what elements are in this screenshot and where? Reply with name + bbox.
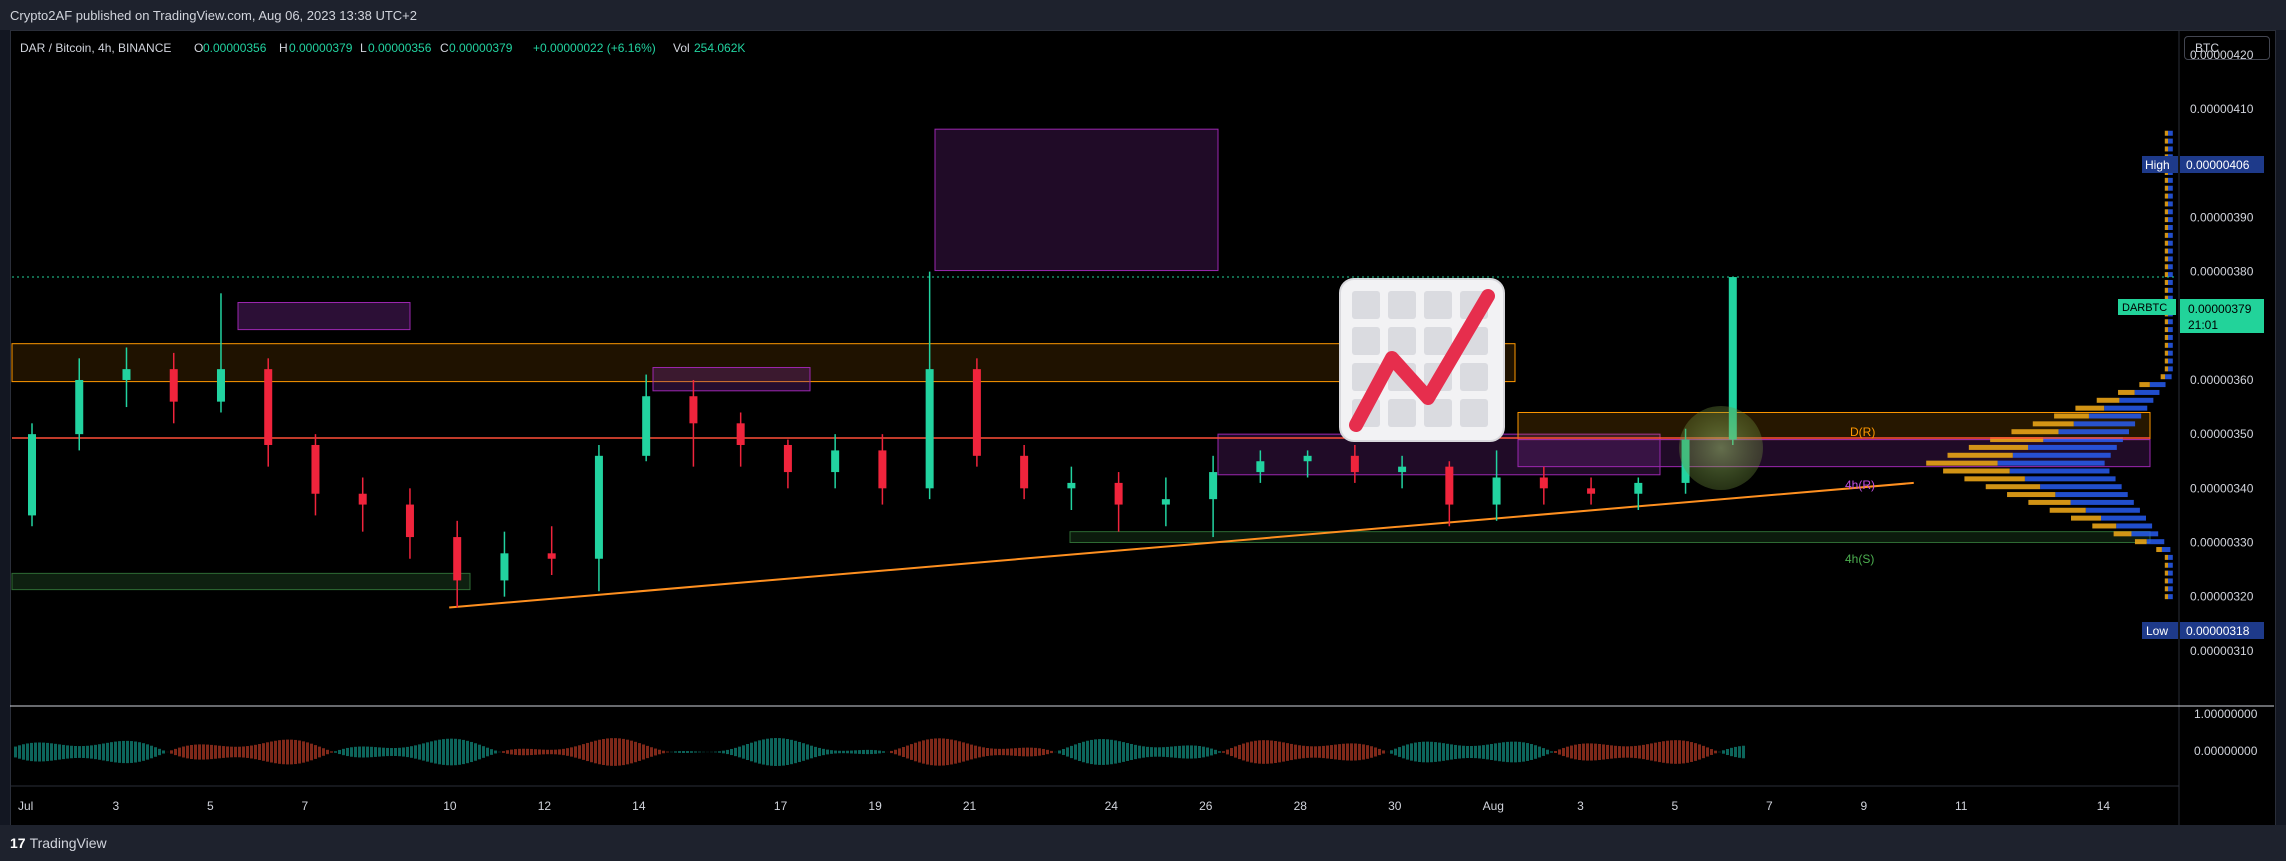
tradingview-logo-icon: 17 <box>10 835 26 851</box>
currency-button[interactable]: BTC <box>2184 36 2270 60</box>
tradingview-logo[interactable]: 17 TradingView <box>10 835 107 851</box>
footer-bar: 17 TradingView <box>0 825 2286 861</box>
chart-frame[interactable] <box>10 30 2276 827</box>
publisher-text: Crypto2AF published on TradingView.com, … <box>10 8 417 23</box>
tradingview-brand: TradingView <box>29 835 107 851</box>
publisher-bar: Crypto2AF published on TradingView.com, … <box>0 0 2286 30</box>
